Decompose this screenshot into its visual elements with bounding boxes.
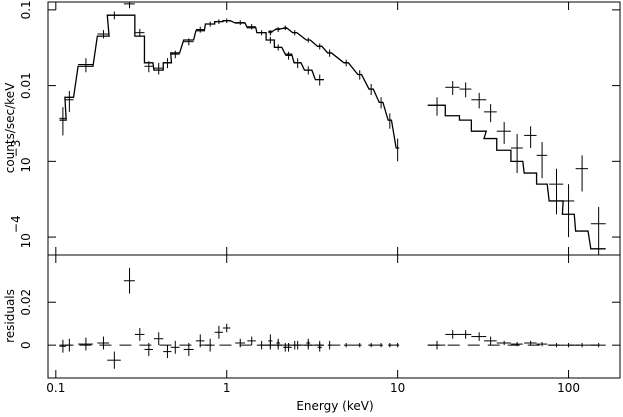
y-tick-exponent: −3 <box>9 140 23 158</box>
y-tick-label: 10 <box>19 233 33 248</box>
model-step <box>427 104 606 250</box>
y-tick-label-group: 10−3 <box>9 140 33 173</box>
x-axis-label: Energy (keV) <box>296 399 373 413</box>
x-tick-label: 10 <box>390 381 405 395</box>
bottom-panel-frame <box>47 254 621 379</box>
y-tick-label: 0.01 <box>19 72 33 99</box>
top-panel-frame <box>47 1 621 256</box>
residual-y-tick-label: 0 <box>19 341 33 349</box>
y-tick-label: 0.1 <box>19 0 33 19</box>
y-tick-label-group: 0.01 <box>19 72 33 99</box>
y-tick-label-group: 10−4 <box>9 215 33 248</box>
model-step <box>268 27 400 149</box>
y-tick-label-group: 0.1 <box>19 0 33 19</box>
spectrum-plot <box>59 2 606 255</box>
y-tick-label: 10 <box>19 157 33 172</box>
residual-y-tick-label: 0.02 <box>19 289 33 316</box>
residual-plot <box>59 267 606 369</box>
residual-axis-label: residuals <box>3 289 17 343</box>
y-axis-label: counts/sec/keV <box>3 82 17 173</box>
x-tick-label: 100 <box>557 381 580 395</box>
x-tick-label: 0.1 <box>46 381 65 395</box>
model-step <box>59 14 324 121</box>
y-tick-exponent: −4 <box>9 215 23 233</box>
x-tick-label: 1 <box>223 381 231 395</box>
